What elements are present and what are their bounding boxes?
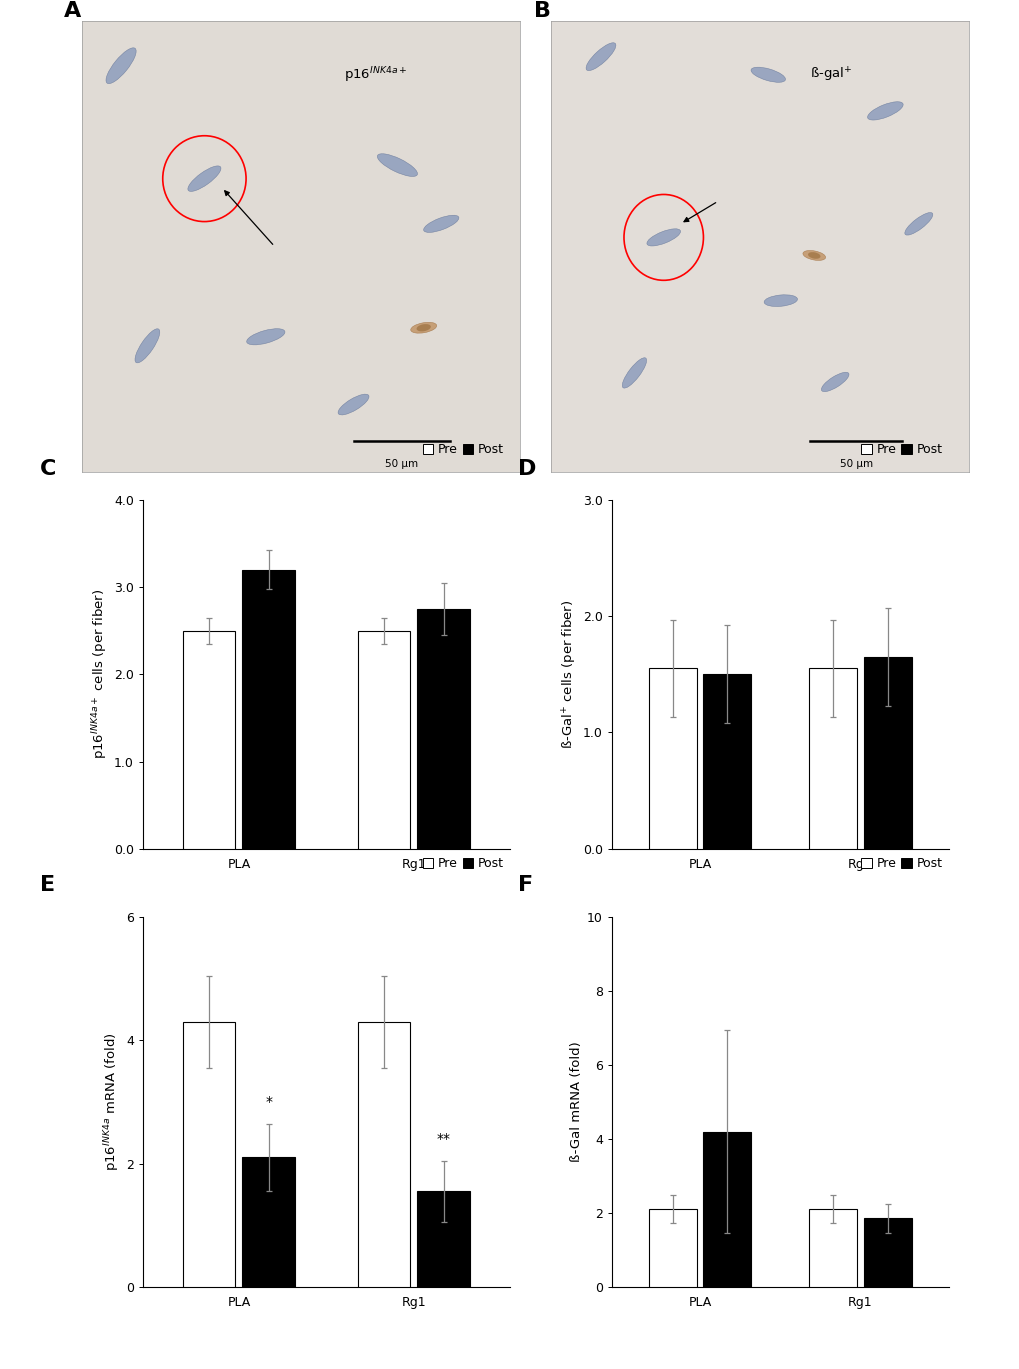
- Ellipse shape: [337, 394, 369, 415]
- Ellipse shape: [807, 252, 819, 259]
- Bar: [703, 674, 751, 849]
- Y-axis label: ß-Gal mRNA (fold): ß-Gal mRNA (fold): [570, 1042, 583, 1162]
- Ellipse shape: [247, 329, 284, 345]
- Text: D: D: [518, 459, 536, 479]
- Ellipse shape: [904, 212, 932, 235]
- Text: C: C: [40, 459, 56, 479]
- Ellipse shape: [377, 153, 417, 177]
- Bar: [243, 1157, 294, 1287]
- Bar: [358, 1021, 410, 1287]
- Legend: Pre, Post: Pre, Post: [861, 857, 942, 869]
- Bar: [808, 668, 856, 849]
- Text: F: F: [518, 875, 532, 895]
- Legend: Pre, Post: Pre, Post: [423, 444, 503, 456]
- Ellipse shape: [411, 322, 436, 333]
- Text: A: A: [64, 0, 82, 21]
- Ellipse shape: [586, 42, 615, 71]
- Text: *: *: [265, 1095, 272, 1109]
- Text: E: E: [40, 875, 55, 895]
- Ellipse shape: [646, 229, 680, 246]
- Bar: [863, 1218, 911, 1287]
- Text: ß-gal$^{+}$: ß-gal$^{+}$: [809, 66, 851, 84]
- Y-axis label: p16$^{INK4a}$ mRNA (fold): p16$^{INK4a}$ mRNA (fold): [102, 1032, 121, 1172]
- Text: p16$^{INK4a+}$: p16$^{INK4a+}$: [343, 64, 407, 85]
- Bar: [417, 1191, 470, 1287]
- Ellipse shape: [763, 294, 797, 307]
- Text: B: B: [534, 0, 550, 21]
- Ellipse shape: [802, 251, 824, 260]
- Ellipse shape: [750, 67, 785, 82]
- Y-axis label: p16$^{INK4a+}$ cells (per fiber): p16$^{INK4a+}$ cells (per fiber): [90, 589, 109, 760]
- Ellipse shape: [867, 101, 902, 120]
- Bar: [808, 1209, 856, 1287]
- Ellipse shape: [106, 48, 136, 84]
- Bar: [182, 631, 235, 849]
- Ellipse shape: [187, 166, 221, 192]
- Ellipse shape: [416, 324, 430, 331]
- Y-axis label: ß-Gal$^{+}$ cells (per fiber): ß-Gal$^{+}$ cells (per fiber): [560, 600, 578, 749]
- Bar: [358, 631, 410, 849]
- Ellipse shape: [820, 372, 848, 392]
- Bar: [243, 570, 294, 849]
- Ellipse shape: [135, 329, 160, 363]
- Legend: Pre, Post: Pre, Post: [423, 857, 503, 869]
- Bar: [648, 668, 696, 849]
- Bar: [182, 1021, 235, 1287]
- Text: 50 μm: 50 μm: [839, 459, 872, 468]
- Text: **: **: [436, 1132, 450, 1146]
- Bar: [703, 1132, 751, 1287]
- Text: 50 μm: 50 μm: [385, 459, 418, 468]
- Ellipse shape: [423, 215, 459, 233]
- Bar: [648, 1209, 696, 1287]
- Bar: [863, 657, 911, 849]
- Bar: [417, 609, 470, 849]
- Ellipse shape: [622, 357, 646, 387]
- Legend: Pre, Post: Pre, Post: [861, 444, 942, 456]
